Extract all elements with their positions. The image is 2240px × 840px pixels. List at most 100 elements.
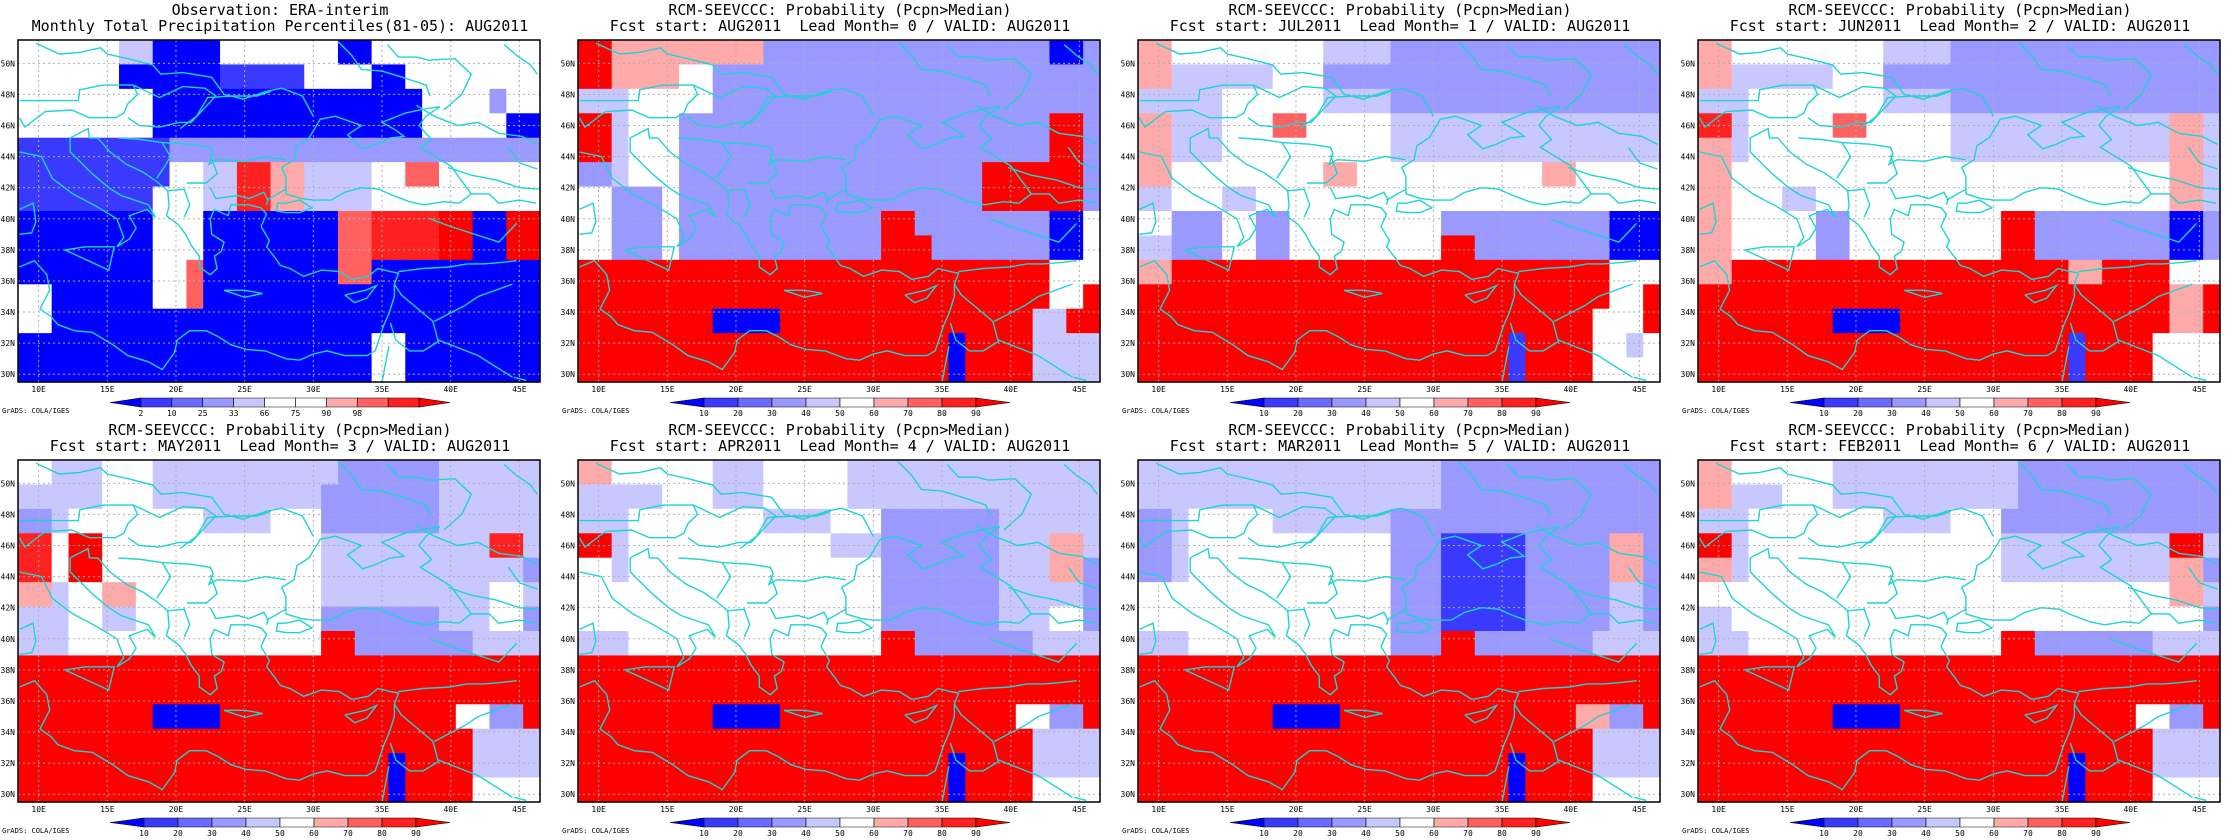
heatmap-cell [1323, 211, 1341, 237]
heatmap-cell [2085, 606, 2103, 632]
heatmap-cell [914, 88, 933, 114]
colorbar-segment [805, 817, 841, 828]
heatmap-cell [1015, 308, 1034, 334]
heatmap-cell [1984, 631, 2002, 657]
coastline [993, 703, 1073, 743]
map-panel-7: RCM-SEEVCCC: Probability (Pcpn>Median) Fc… [1120, 420, 1680, 840]
heatmap-cell [102, 357, 120, 383]
heatmap-cell [1542, 777, 1560, 803]
heatmap-cell [1066, 533, 1084, 559]
heatmap-cell [354, 508, 373, 534]
heatmap-cell [1356, 357, 1375, 383]
heatmap-cell [1525, 460, 1543, 486]
heatmap-cell [220, 704, 238, 730]
heatmap-cell [523, 508, 541, 534]
heatmap-cell [337, 357, 356, 383]
heatmap-cell [2203, 777, 2221, 803]
heatmap-cell [662, 655, 680, 681]
heatmap-cell [1491, 64, 1510, 90]
colorbar-segment [1993, 397, 2029, 408]
heatmap-cell [169, 484, 187, 510]
heatmap-cell [220, 137, 238, 163]
heatmap-cell [371, 460, 390, 486]
heatmap-cell [1272, 40, 1291, 66]
heatmap-cell [1799, 533, 1817, 559]
heatmap-cell [1340, 211, 1358, 237]
heatmap-cell [253, 284, 272, 310]
colorbar-label: 40 [1921, 409, 1931, 418]
heatmap-cell [1474, 460, 1493, 486]
heatmap-cell [2034, 211, 2053, 237]
heatmap-cell [1015, 484, 1034, 510]
coastline [1063, 44, 1098, 75]
colorbar-segment [1789, 817, 1825, 828]
heatmap-cell [1967, 606, 1985, 632]
heatmap-cell [1799, 308, 1817, 334]
heatmap-cell [1049, 235, 1067, 261]
heatmap-cell [2034, 753, 2053, 779]
heatmap-cell [18, 728, 36, 754]
heatmap-cell [1083, 777, 1101, 803]
heatmap-cell [1967, 704, 1985, 730]
colorbar-segment [326, 397, 358, 408]
heatmap-cell [830, 284, 849, 310]
heatmap-cell [18, 162, 36, 188]
heatmap-cell [1643, 64, 1661, 90]
heatmap-cell [253, 655, 272, 681]
heatmap-cell [1356, 484, 1375, 510]
heatmap-cell [2203, 508, 2221, 534]
heatmap-cell [1049, 88, 1067, 114]
heatmap-cell [2135, 460, 2154, 486]
heatmap-cell [1799, 777, 1817, 803]
heatmap-cell [1883, 728, 1901, 754]
heatmap-cell [220, 211, 238, 237]
heatmap-cell [796, 484, 815, 510]
heatmap-cell [489, 284, 507, 310]
heatmap-cell [679, 137, 697, 163]
heatmap-cell [679, 235, 697, 261]
heatmap-cell [337, 557, 356, 583]
heatmap-cell [1782, 728, 1800, 754]
colorbar-label: 60 [1989, 829, 1999, 838]
heatmap-cell [1323, 88, 1341, 114]
coastline [826, 608, 847, 621]
heatmap-cell [321, 308, 339, 334]
heatmap-cell [1083, 508, 1101, 534]
coastline [1591, 613, 1657, 624]
heatmap-cell [1390, 88, 1409, 114]
heatmap-cell [169, 655, 187, 681]
heatmap-cell [1815, 308, 1834, 334]
heatmap-cell [1832, 728, 1851, 754]
map-panel-3: RCM-SEEVCCC: Probability (Pcpn>Median) Fc… [1120, 0, 1680, 420]
heatmap-cell [796, 533, 815, 559]
heatmap-cell [1138, 484, 1156, 510]
colorbar-label: 20 [1293, 829, 1303, 838]
heatmap-cell [594, 186, 613, 212]
colorbar-label: 30 [207, 829, 217, 838]
heatmap-cell [965, 753, 983, 779]
lat-tick-label: 32N [1681, 759, 1696, 768]
heatmap-cell [578, 728, 596, 754]
heatmap-cell [1950, 484, 1969, 510]
heatmap-cell [51, 582, 70, 608]
heatmap-cell [1239, 284, 1257, 310]
colorbar-segment [1501, 817, 1537, 828]
heatmap-cell [965, 308, 983, 334]
heatmap-cell [1272, 704, 1291, 730]
coastlines [1138, 461, 1659, 802]
heatmap-cell [998, 88, 1017, 114]
coastline [1501, 346, 1510, 382]
heatmap-cell [321, 777, 339, 803]
lon-tick-label: 40E [1003, 805, 1018, 814]
lon-tick-label: 10E [31, 805, 46, 814]
heatmap-cell [1508, 308, 1526, 334]
lon-tick-label: 45E [512, 385, 527, 394]
heatmap-cell [2152, 508, 2171, 534]
heatmap-cell [321, 484, 339, 510]
lat-tick-label: 30N [561, 370, 576, 379]
heatmap-cell [1222, 484, 1240, 510]
heatmap-cell [611, 777, 630, 803]
colorbar-segment [839, 397, 875, 408]
heatmap-cell [68, 284, 86, 310]
heatmap-cell [1748, 753, 1766, 779]
